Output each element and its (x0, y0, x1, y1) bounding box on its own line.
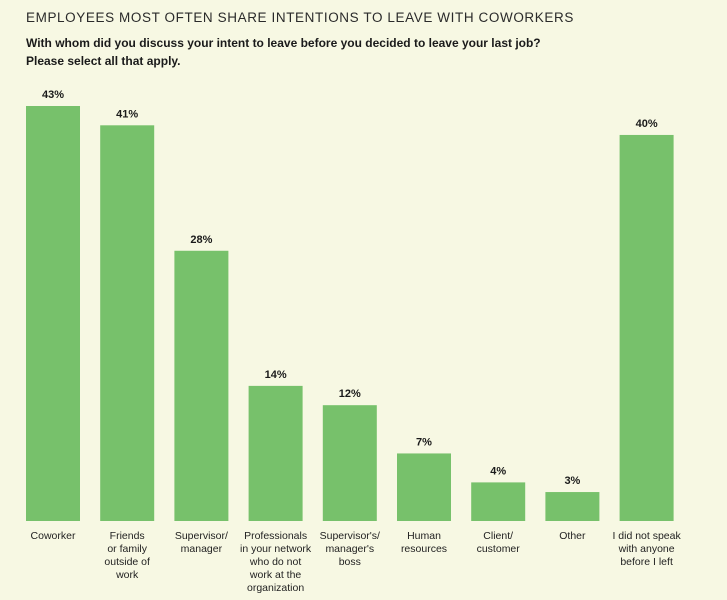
bar-6 (397, 453, 451, 521)
category-label-line: Friends (109, 530, 145, 542)
value-label-9: 40% (636, 118, 658, 130)
category-label-4: Professionals in your network who do not wo… (239, 530, 313, 595)
category-label-line: who do not (249, 556, 302, 568)
bar-1 (26, 106, 80, 521)
category-label-line: work at the (249, 569, 302, 581)
category-label-line: Client/ (483, 530, 514, 542)
bar-4 (248, 385, 303, 521)
category-label-line: Professionals (244, 530, 308, 542)
bar-2 (100, 125, 155, 522)
category-label-line: in your network (239, 543, 312, 555)
category-label-5: Supervisor's/manager's boss (313, 530, 387, 569)
category-label-line: with anyone (618, 543, 675, 555)
question-line-2: Please select all that apply. (26, 54, 181, 68)
category-label-line: outside of (104, 556, 150, 568)
category-label-line: or family (107, 543, 148, 555)
value-label-2: 41% (116, 108, 138, 120)
question-line-1: With whom did you discuss your intent to… (26, 36, 541, 50)
bar-7 (471, 482, 526, 521)
category-label-line: Coworker (30, 530, 76, 542)
category-label-line: before I left (620, 556, 673, 568)
bar-5 (322, 405, 377, 521)
category-label-7: Client/customer (461, 530, 535, 556)
bar-8 (545, 492, 600, 521)
category-label-1: Coworker (16, 530, 90, 543)
category-label-line: manager's (325, 543, 375, 555)
bar-3 (174, 250, 229, 521)
value-label-7: 4% (490, 465, 506, 477)
category-label-8: Other (535, 530, 609, 543)
value-label-1: 43% (42, 89, 64, 101)
bar-9 (619, 134, 674, 521)
category-label-line: boss (338, 556, 361, 568)
category-label-line: Supervisor/ (174, 530, 228, 542)
category-label-3: Supervisor/manager (164, 530, 238, 556)
category-label-2: Friends or family outside of work (90, 530, 164, 582)
category-label-line: work (116, 569, 139, 581)
category-label-line: customer (476, 543, 520, 555)
category-label-line: manager (180, 543, 223, 555)
category-label-line: Supervisor's/ (319, 530, 380, 542)
category-label-line: Human (407, 530, 441, 542)
value-label-5: 12% (339, 388, 361, 400)
value-label-6: 7% (416, 436, 432, 448)
value-label-3: 28% (190, 234, 212, 246)
value-label-8: 3% (564, 475, 580, 487)
value-label-4: 14% (265, 369, 287, 381)
category-label-line: resources (400, 543, 448, 555)
category-label-6: Human resources (387, 530, 461, 556)
category-label-line: Other (559, 530, 586, 542)
category-label-line: organization (246, 582, 305, 594)
category-label-line: I did not speak (612, 530, 681, 542)
survey-question: With whom did you discuss your intent to… (26, 34, 666, 70)
chart-title: EMPLOYEES MOST OFTEN SHARE INTENTIONS TO… (26, 10, 574, 25)
category-label-9: I did not speak with anyone before I left (610, 530, 684, 569)
